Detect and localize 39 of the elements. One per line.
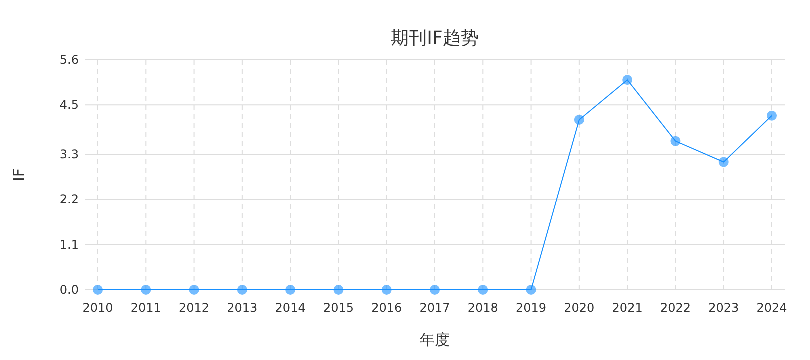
point: [334, 285, 344, 295]
y-tick-label: 5.6: [60, 53, 79, 67]
x-tick-label: 2014: [275, 301, 306, 315]
x-tick-label: 2017: [420, 301, 450, 315]
x-tick-label: 2022: [660, 301, 691, 315]
x-tick-label: 2020: [564, 301, 595, 315]
point: [237, 285, 248, 295]
point: [670, 136, 681, 146]
x-tick-label: 2024: [756, 301, 788, 315]
point: [141, 285, 152, 295]
x-tick-label: 2011: [130, 301, 162, 315]
point: [430, 285, 440, 295]
x-tick-label: 2023: [708, 301, 740, 315]
y-tick-label: 0.0: [60, 283, 79, 297]
chart-title: 期刊IF趋势: [391, 28, 479, 49]
x-tick-label: 2019: [516, 301, 547, 315]
point: [718, 157, 729, 168]
y-tick-label: 3.3: [60, 147, 79, 162]
y-axis-title: IF: [10, 168, 28, 182]
x-tick-label: 2021: [612, 301, 643, 315]
point: [767, 110, 777, 121]
x-tick-label: 2013: [227, 301, 258, 315]
y-tick-label: 2.2: [60, 192, 79, 207]
y-tick-label: 4.5: [60, 98, 79, 112]
point: [286, 285, 296, 295]
point: [526, 285, 536, 295]
point: [382, 285, 392, 295]
x-tick-label: 2018: [468, 301, 498, 315]
x-tick-label: 2010: [82, 301, 114, 315]
point: [622, 75, 633, 86]
x-axis-title: 年度: [420, 331, 450, 349]
point: [189, 285, 200, 295]
point: [574, 114, 584, 125]
x-tick-label: 2015: [323, 301, 354, 315]
x-tick-label: 2016: [372, 301, 402, 315]
point: [478, 285, 488, 295]
y-tick-label: 1.1: [60, 238, 79, 252]
x-tick-label: 2012: [179, 301, 210, 315]
point: [93, 285, 103, 295]
